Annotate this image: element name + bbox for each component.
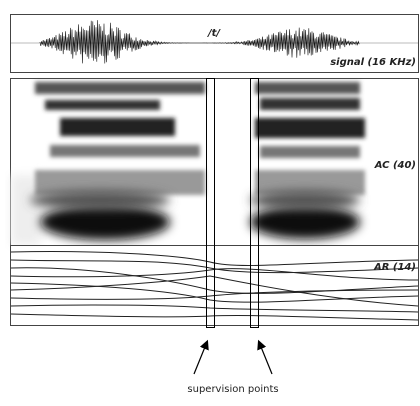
formant bbox=[250, 190, 360, 210]
figure: /t/ signal (16 KHz) AC (40) bbox=[0, 0, 420, 406]
formant bbox=[30, 190, 170, 210]
band bbox=[45, 100, 160, 110]
formant bbox=[250, 205, 360, 239]
page: /t/ signal (16 KHz) AC (40) bbox=[0, 0, 420, 406]
annotation: supervision points bbox=[187, 384, 278, 395]
ac-label: AC (40) bbox=[374, 160, 416, 171]
band bbox=[255, 82, 360, 94]
phoneme-label: /t/ bbox=[207, 28, 221, 39]
band bbox=[260, 98, 360, 110]
ar-label: AR (14) bbox=[373, 262, 416, 273]
band bbox=[35, 82, 205, 94]
band bbox=[260, 146, 360, 158]
band bbox=[50, 145, 200, 157]
signal-label: signal (16 KHz) bbox=[330, 57, 416, 68]
band bbox=[255, 118, 365, 138]
arrow bbox=[259, 342, 272, 374]
band bbox=[60, 118, 175, 136]
arrow bbox=[194, 342, 207, 374]
